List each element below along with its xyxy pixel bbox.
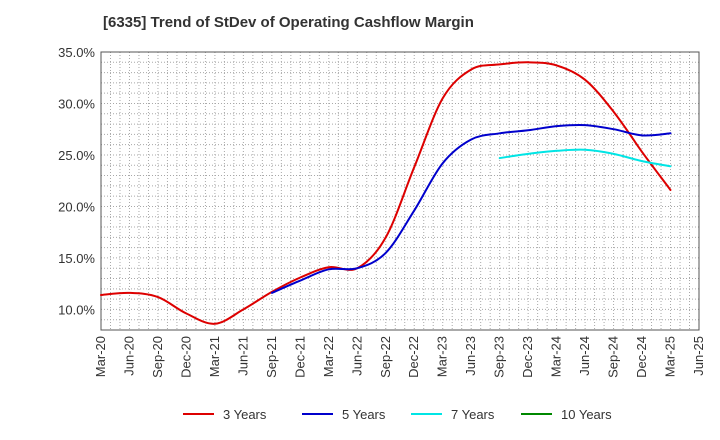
grid-layer [100, 51, 700, 331]
legend-label-3-years: 3 Years [223, 407, 267, 422]
legend-label-7-years: 7 Years [451, 407, 495, 422]
y-tick-label: 30.0% [58, 96, 95, 111]
x-tick-label: Sep-20 [150, 336, 165, 378]
x-tick-label: Dec-20 [178, 336, 193, 378]
legend-label-5-years: 5 Years [342, 407, 386, 422]
x-tick-label: Mar-23 [435, 336, 450, 377]
series-lines [100, 61, 672, 325]
x-tick-label: Mar-20 [93, 336, 108, 377]
series-line-7-years [498, 148, 672, 168]
series-line-5-years [270, 123, 672, 294]
x-tick-label: Jun-24 [577, 336, 592, 376]
y-tick-label: 35.0% [58, 45, 95, 60]
axes [100, 51, 700, 331]
x-tick-label: Jun-22 [349, 336, 364, 376]
x-tick-label: Jun-20 [121, 336, 136, 376]
series-line-3-years [100, 61, 672, 325]
x-tick-labels: Mar-20 Jun-20 Sep-20 Dec-20 Mar-21 Jun-21 Sep-… [93, 336, 706, 378]
chart-title: [6335] Trend of StDev of Operating Cashf… [103, 14, 474, 31]
legend-label-10-years: 10 Years [561, 407, 612, 422]
x-tick-label: Dec-23 [520, 336, 535, 378]
plot-frame [100, 51, 700, 331]
x-tick-label: Sep-22 [378, 336, 393, 378]
y-tick-label: 15.0% [58, 251, 95, 266]
x-tick-label: Mar-25 [663, 336, 678, 377]
y-tick-label: 10.0% [58, 302, 95, 317]
x-tick-label: Jun-21 [235, 336, 250, 376]
y-tick-label: 20.0% [58, 199, 95, 214]
y-tick-labels: 10.0% 15.0% 20.0% 25.0% 30.0% 35.0% [58, 45, 95, 317]
x-tick-label: Mar-24 [549, 336, 564, 377]
x-tick-label: Dec-24 [634, 336, 649, 378]
y-tick-label: 25.0% [58, 148, 95, 163]
x-tick-label: Sep-23 [492, 336, 507, 378]
legend: 3 Years 5 Years 7 Years 10 Years [183, 407, 612, 422]
x-tick-label: Sep-21 [264, 336, 279, 378]
x-tick-label: Mar-22 [321, 336, 336, 377]
x-tick-label: Mar-21 [207, 336, 222, 377]
x-tick-label: Sep-24 [606, 336, 621, 378]
x-tick-label: Dec-22 [406, 336, 421, 378]
x-tick-label: Jun-25 [691, 336, 706, 376]
x-tick-label: Jun-23 [463, 336, 478, 376]
x-tick-label: Dec-21 [292, 336, 307, 378]
